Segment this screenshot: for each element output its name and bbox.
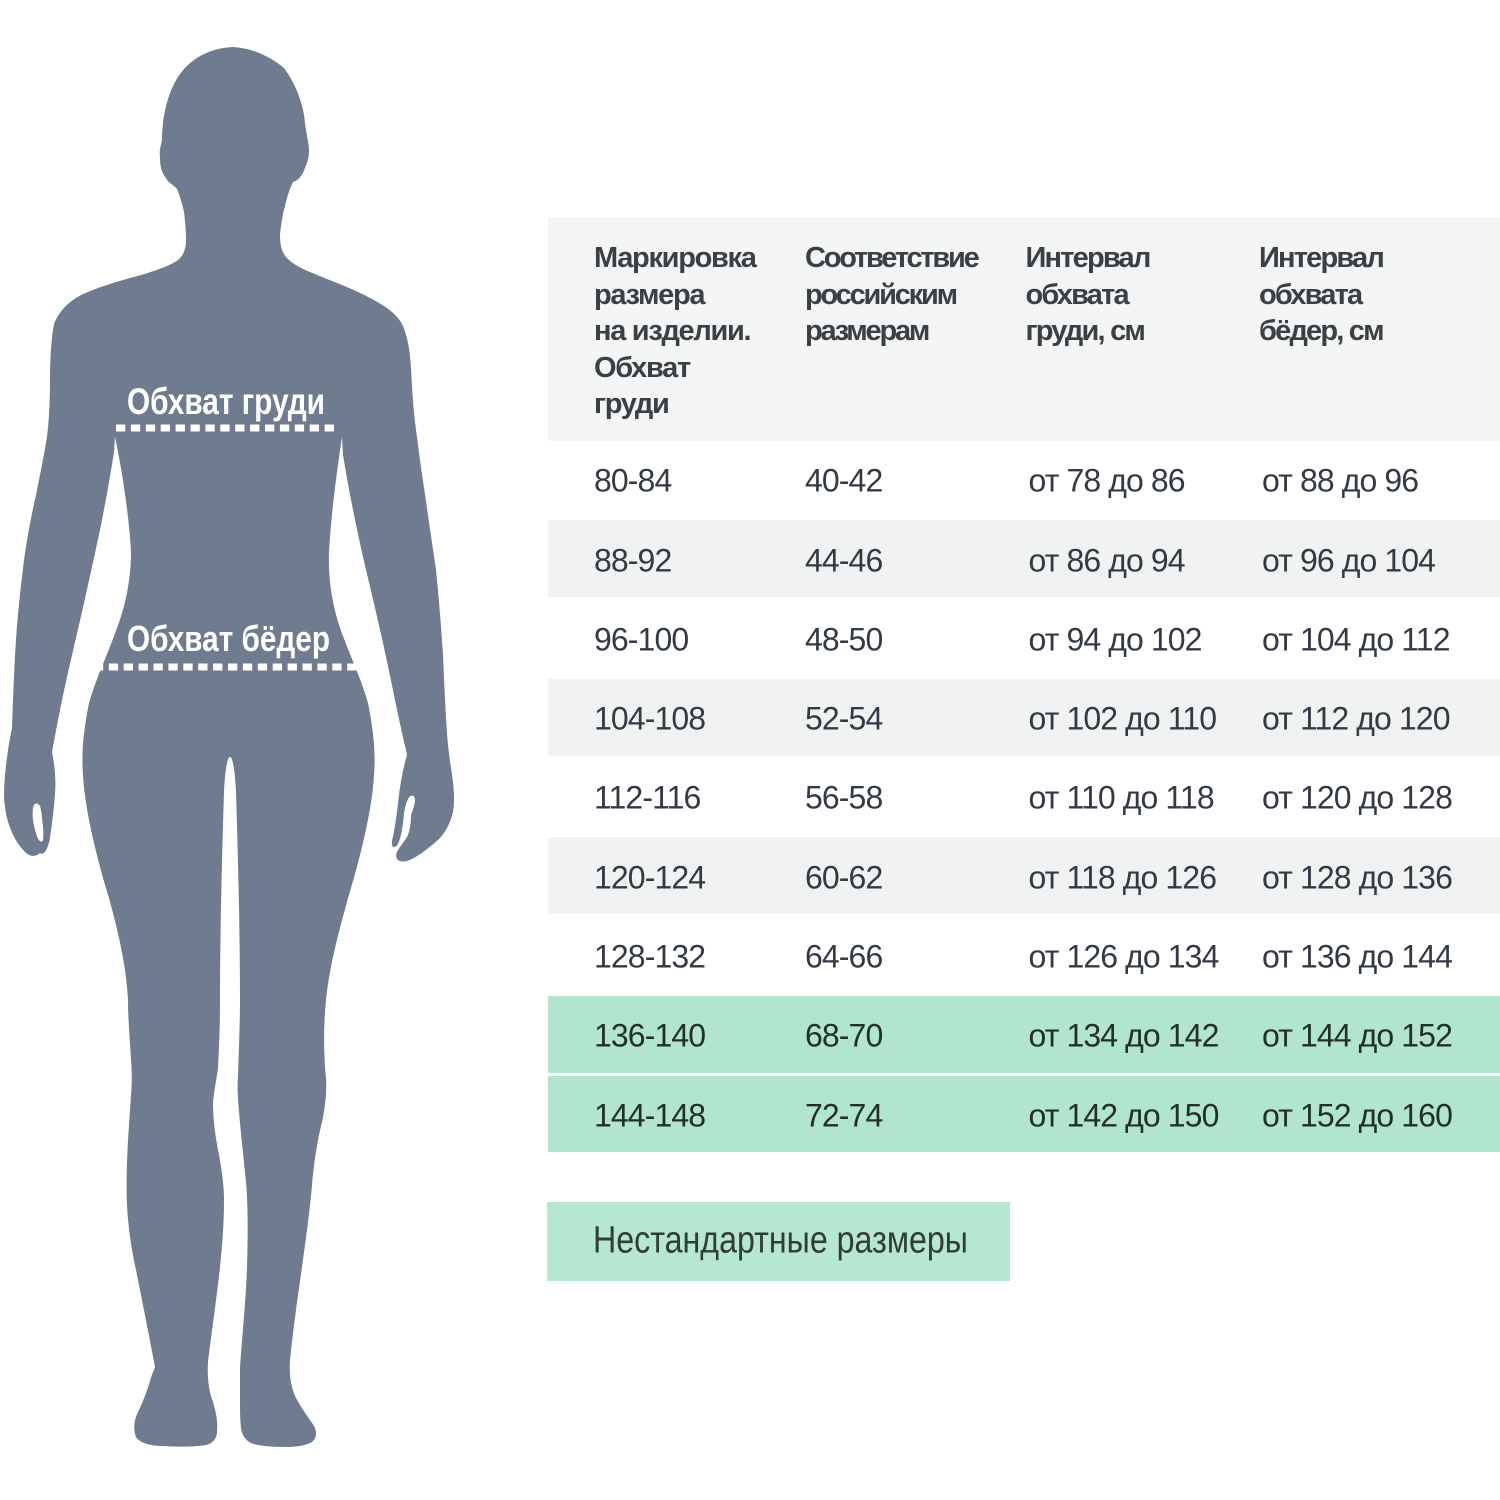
svg-text:Обхват груди: Обхват груди	[127, 381, 325, 422]
svg-text:Обхват бёдер: Обхват бёдер	[127, 618, 330, 659]
